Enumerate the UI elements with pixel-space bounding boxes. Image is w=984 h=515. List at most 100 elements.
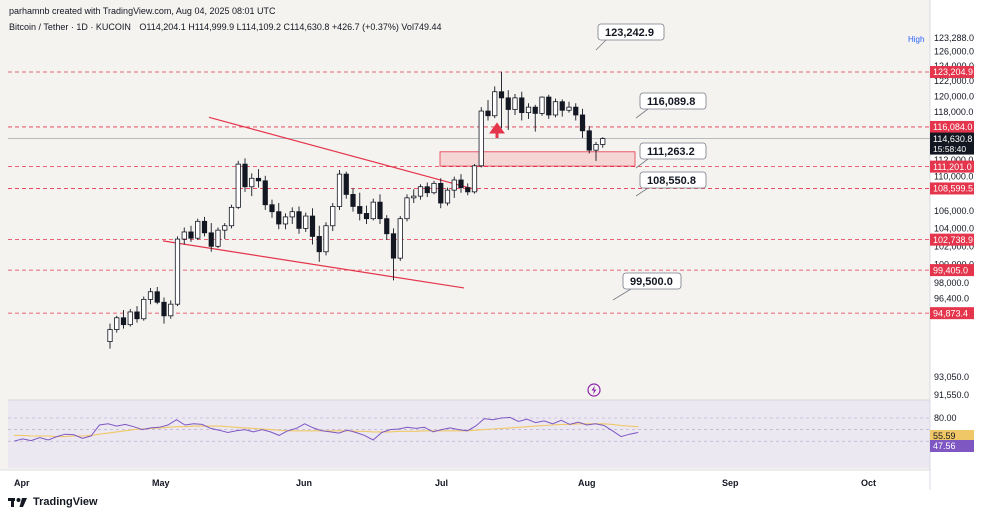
- symbol-title[interactable]: Bitcoin / Tether · 1D · KUCOIN: [9, 22, 131, 32]
- level-price-tag-bg: [930, 182, 974, 195]
- candle: [573, 103, 579, 121]
- candle-body: [336, 173, 343, 207]
- candle: [134, 306, 140, 323]
- candle: [276, 203, 282, 230]
- callout-leader: [595, 39, 607, 51]
- high-value: 123,288.0: [934, 33, 974, 43]
- candle: [269, 199, 275, 218]
- callout-label: 123,242.9: [605, 27, 654, 39]
- candle-body: [255, 177, 262, 182]
- time-tick-label: Apr: [14, 478, 30, 488]
- callout-box: [639, 142, 707, 160]
- candle-body: [438, 182, 444, 204]
- candle-body: [323, 225, 329, 253]
- candle: [471, 164, 478, 194]
- candle: [242, 158, 248, 192]
- plot-background: [0, 0, 930, 470]
- candle: [168, 300, 174, 319]
- candle: [485, 100, 491, 121]
- price-callout[interactable]: 123,242.9: [595, 23, 665, 51]
- candle: [519, 91, 525, 121]
- time-tick-label: Aug: [578, 478, 596, 488]
- candle-body: [188, 231, 194, 239]
- callout-leader: [612, 288, 632, 301]
- callout-leader: [635, 187, 649, 197]
- candle: [417, 184, 424, 200]
- candle: [357, 192, 363, 221]
- level-price-tag-text: 108,599.5: [933, 184, 973, 194]
- rsi-value-tag: 47.56: [930, 440, 974, 452]
- tradingview-logo[interactable]: TradingView: [8, 496, 98, 508]
- level-price-tag: 108,599.5: [930, 182, 974, 195]
- candle: [262, 175, 268, 210]
- time-axis[interactable]: Apr May Jun Jul Aug Sep Oct: [14, 478, 876, 488]
- candle: [181, 227, 187, 245]
- candle: [566, 101, 572, 113]
- rsi-tick-label: 80.00: [934, 413, 957, 423]
- candle: [201, 216, 208, 237]
- high-label: High: [908, 35, 924, 44]
- price-tick-label: 98,000.0: [934, 278, 969, 288]
- candle-body: [201, 220, 208, 234]
- price-callout[interactable]: 116,089.8: [635, 92, 707, 119]
- candle-body: [107, 329, 113, 342]
- level-price-tag-text: 94,873.4: [933, 308, 968, 318]
- candle-body: [316, 236, 322, 253]
- candle: [411, 189, 417, 204]
- candle: [478, 107, 484, 168]
- candle: [228, 204, 235, 229]
- candle: [451, 176, 457, 198]
- candle: [539, 96, 545, 116]
- callout-box: [639, 92, 707, 110]
- candle-body: [242, 163, 248, 188]
- candle-body: [600, 138, 606, 145]
- price-callout[interactable]: 108,550.8: [635, 171, 707, 197]
- candle: [350, 188, 356, 212]
- candle: [586, 126, 592, 154]
- candle: [323, 222, 329, 256]
- rsi-ma-tag: 55.59: [930, 430, 974, 442]
- level-price-tag-text: 102,738.9: [933, 235, 973, 245]
- candle-body: [492, 91, 498, 117]
- level-price-tag-text: 116,084.0: [933, 122, 972, 132]
- time-tick-label: Jun: [296, 478, 312, 488]
- candle: [492, 86, 498, 119]
- candle-body: [586, 130, 592, 151]
- candle: [498, 71, 505, 129]
- rsi-ma-tag-bg: [930, 430, 974, 442]
- candle-body: [222, 225, 228, 231]
- candle-body: [289, 211, 295, 218]
- candle: [107, 323, 113, 349]
- rsi-value-tag-bg: [930, 440, 974, 452]
- level-price-tag-bg: [930, 264, 974, 277]
- candle-body: [377, 201, 383, 220]
- price-callout[interactable]: 111,263.2: [635, 142, 707, 169]
- candle-body: [458, 179, 464, 189]
- candle-body: [282, 216, 289, 225]
- candle-body: [498, 91, 505, 99]
- candle: [552, 98, 559, 118]
- callout-leader: [635, 158, 649, 169]
- candle: [559, 99, 565, 117]
- candle: [309, 208, 316, 245]
- candle-body: [579, 114, 586, 132]
- candle-body: [411, 195, 417, 199]
- candle-body: [539, 96, 545, 114]
- time-tick-label: Sep: [722, 478, 739, 488]
- candle: [431, 180, 437, 195]
- candle: [397, 216, 403, 261]
- candle-body: [404, 197, 410, 220]
- price-tick-label: 91,550.0: [934, 390, 969, 400]
- rsi-line: [13, 416, 639, 442]
- lightning-icon[interactable]: [587, 383, 601, 397]
- price-tick-label: 126,000.0: [934, 46, 974, 56]
- candle-body: [249, 177, 255, 188]
- level-price-tag-text: 99,405.0: [933, 265, 968, 275]
- candle: [255, 169, 262, 188]
- price-callout[interactable]: 99,500.0: [612, 272, 682, 301]
- candle-body: [215, 229, 221, 247]
- candle: [458, 174, 464, 193]
- candle: [114, 315, 120, 333]
- candle-body: [309, 215, 316, 237]
